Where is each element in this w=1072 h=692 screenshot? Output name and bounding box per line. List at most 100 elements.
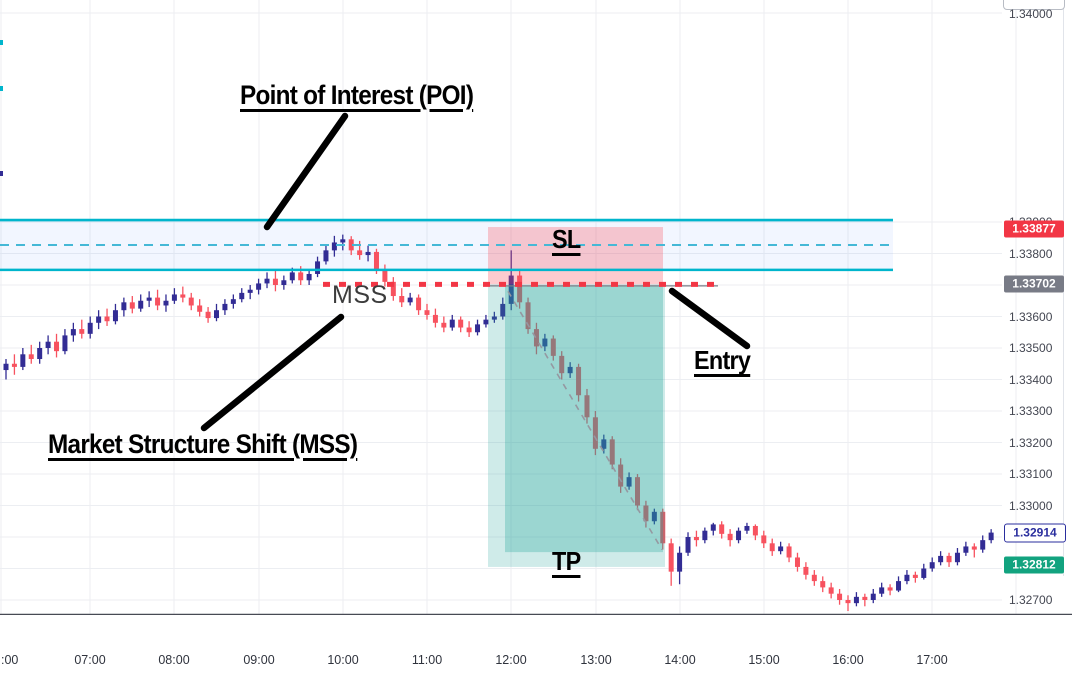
candle-body	[256, 283, 262, 290]
price-tick-label: 1.33800	[1009, 246, 1053, 261]
candle-body	[702, 530, 708, 541]
price-tick-label: 1.33500	[1009, 341, 1053, 355]
price-axis[interactable]: 1.340001.339001.338001.336001.335001.334…	[1002, 0, 1072, 614]
candle-body	[508, 275, 514, 304]
candle-body	[79, 329, 85, 334]
candle-body	[752, 525, 758, 536]
candle-body	[533, 329, 539, 347]
candle-body	[584, 395, 590, 418]
price-tick-label: 1.34000	[1009, 7, 1053, 21]
time-tick-label: 07:00	[74, 653, 106, 667]
candle-body	[331, 242, 337, 251]
candle-body	[736, 530, 742, 541]
candle-body	[449, 319, 455, 328]
candle-body	[921, 568, 927, 578]
candle-body	[559, 355, 565, 374]
candle-body	[820, 581, 826, 588]
take-profit-label[interactable]: TP	[552, 546, 581, 576]
candle-body	[904, 574, 910, 582]
candle-body	[146, 297, 152, 301]
candle-body	[963, 546, 969, 553]
candle-body	[988, 532, 994, 541]
candle-body	[20, 354, 26, 367]
candle-body	[466, 327, 472, 333]
candle-body	[491, 316, 497, 320]
candle-body	[853, 596, 859, 604]
price-tick-label: 1.33200	[1009, 435, 1053, 450]
candle-body	[281, 280, 287, 285]
candle-body	[407, 297, 413, 303]
candle-body	[542, 338, 548, 347]
candle-body	[205, 311, 211, 319]
candle-body	[643, 505, 649, 522]
time-axis[interactable]: :00 07:00 08:00 09:00 10:00 11:00 12:00 13:00 14…	[0, 615, 1072, 692]
candle-body	[390, 281, 396, 297]
candle-body	[272, 278, 278, 285]
candle-body	[188, 297, 194, 306]
candle-body	[626, 477, 632, 487]
candle-body	[180, 294, 186, 298]
candle-body	[635, 477, 640, 506]
candle-body	[45, 341, 51, 348]
candle-body	[11, 363, 17, 367]
candle-body	[719, 524, 725, 534]
candle-body	[929, 562, 935, 569]
time-tick-label: 13:00	[580, 653, 612, 667]
candle-body	[500, 303, 506, 317]
candle-body	[112, 310, 118, 322]
time-tick-label: 08:00	[158, 653, 190, 667]
candle-body	[138, 300, 144, 309]
candle-body	[458, 319, 464, 328]
candle-body	[264, 278, 270, 284]
stop-loss-label[interactable]: SL	[552, 224, 581, 254]
candle-body	[28, 354, 34, 360]
candle-body	[289, 272, 295, 281]
candle-body	[879, 587, 885, 594]
candle-body	[424, 310, 430, 315]
candle-body	[601, 439, 607, 449]
candle-body	[399, 296, 405, 303]
candle-body	[382, 269, 388, 282]
entry-label[interactable]: Entry	[694, 345, 751, 375]
candle-body	[845, 600, 851, 604]
candle-body	[87, 322, 93, 334]
candle-body	[592, 417, 598, 449]
candle-body	[727, 533, 733, 541]
candle-body	[222, 303, 228, 311]
candle-body	[163, 300, 169, 306]
candle-body	[432, 314, 438, 323]
price-badge: 1.32812	[1004, 556, 1064, 574]
edge-mark	[0, 171, 3, 176]
candle-body	[525, 302, 531, 330]
candle-body	[954, 552, 960, 563]
price-badge: 1.33702	[1004, 275, 1064, 293]
candle-body	[365, 251, 371, 256]
candle-body	[54, 341, 60, 352]
time-tick-label: 11:00	[411, 653, 443, 667]
mss-annotation-title[interactable]: Market Structure Shift (MSS)	[48, 429, 358, 459]
time-tick-label: 17:00	[916, 653, 948, 667]
candle-body	[677, 552, 683, 572]
price-tick-label: 1.33600	[1009, 309, 1053, 324]
candle-body	[811, 574, 817, 582]
edge-mark	[0, 86, 3, 91]
candle-body	[803, 566, 809, 575]
poi-annotation-title[interactable]: Point of Interest (POI)	[240, 80, 474, 110]
candle-body	[171, 294, 177, 301]
candle-body	[104, 316, 110, 322]
candle-body	[70, 329, 76, 336]
candle-body	[62, 335, 68, 352]
candle-body	[576, 366, 582, 396]
candle-body	[37, 348, 43, 360]
price-tick-label: 1.33100	[1009, 467, 1053, 481]
mss-marker-text[interactable]: MSS	[332, 281, 388, 309]
candle-body	[348, 239, 354, 251]
candle-body	[306, 273, 312, 281]
candle-body	[475, 324, 481, 333]
candle-body	[668, 543, 674, 572]
price-badge: 1.32914	[1004, 523, 1066, 543]
candle-body	[828, 587, 834, 594]
candle-body	[373, 251, 379, 270]
